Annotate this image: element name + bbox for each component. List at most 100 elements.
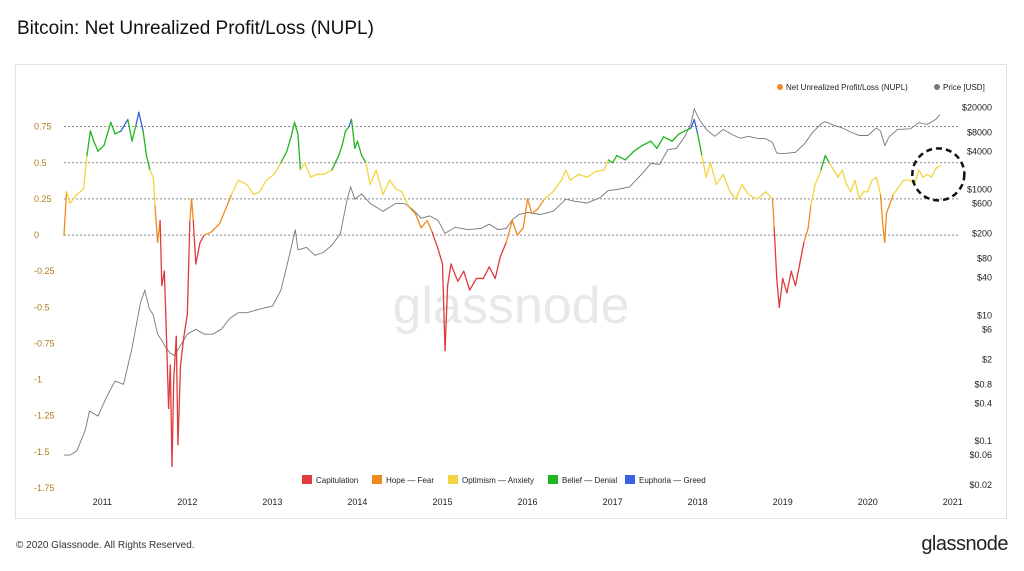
nupl-segment xyxy=(441,263,446,352)
nupl-segment xyxy=(149,169,154,178)
nupl-segment xyxy=(230,179,240,196)
nupl-segment xyxy=(786,270,792,294)
nupl-segment xyxy=(65,191,71,204)
nupl-segment xyxy=(420,219,428,229)
zone-legend-label: Belief — Denial xyxy=(562,476,617,485)
nupl-segment xyxy=(885,205,890,215)
nupl-segment xyxy=(560,169,567,181)
nupl-segment xyxy=(776,277,780,308)
nupl-segment xyxy=(871,176,877,181)
nupl-segment xyxy=(690,118,695,129)
nupl-segment xyxy=(190,198,194,222)
nupl-segment xyxy=(633,144,644,152)
zone-legend-swatch xyxy=(548,475,558,484)
zone-legend-swatch xyxy=(372,475,382,484)
nupl-segment xyxy=(650,140,658,150)
brand-logo: glassnode xyxy=(921,533,1008,555)
y-left-tick-label: -0.75 xyxy=(34,338,55,348)
y-right-tick-label: $0.1 xyxy=(974,436,992,446)
nupl-segment xyxy=(69,193,78,204)
x-tick-label: 2017 xyxy=(603,497,623,507)
x-tick-label: 2018 xyxy=(688,497,708,507)
nupl-segment xyxy=(304,162,312,178)
nupl-segment xyxy=(930,167,937,178)
nupl-segment xyxy=(824,154,831,164)
nupl-segment xyxy=(810,183,816,207)
nupl-segment xyxy=(926,173,933,178)
nupl-segment xyxy=(892,188,899,196)
nupl-segment xyxy=(166,350,170,410)
legend-marker-nupl xyxy=(777,84,783,90)
nupl-segment xyxy=(258,179,268,193)
nupl-segment xyxy=(63,191,68,236)
nupl-segment xyxy=(741,183,750,196)
y-right-tick-label: $80 xyxy=(977,253,992,263)
nupl-segment xyxy=(350,118,356,150)
x-tick-label: 2021 xyxy=(943,497,963,507)
nupl-segment xyxy=(918,169,924,178)
nupl-segment xyxy=(488,266,496,280)
nupl-segment xyxy=(662,136,673,142)
nupl-segment xyxy=(103,121,112,147)
nupl-segment xyxy=(186,219,191,316)
legend-label-nupl: Net Unrealized Profit/Loss (NUPL) xyxy=(786,83,908,92)
zone-legend-label: Optimism — Anxiety xyxy=(462,476,534,485)
nupl-segment xyxy=(552,179,563,193)
nupl-segment xyxy=(469,277,478,291)
nupl-segment xyxy=(389,179,397,190)
y-right-tick-label: $0.06 xyxy=(969,450,992,460)
x-tick-label: 2016 xyxy=(518,497,538,507)
nupl-segment xyxy=(97,144,105,152)
zone-legend-swatch xyxy=(448,475,458,484)
x-tick-label: 2019 xyxy=(773,497,793,507)
nupl-segment xyxy=(450,263,459,282)
nupl-segment xyxy=(522,198,529,229)
nupl-segment xyxy=(837,169,843,178)
nupl-segment xyxy=(884,212,888,243)
nupl-segment xyxy=(163,270,168,352)
nupl-segment xyxy=(131,123,137,142)
nupl-segment xyxy=(210,222,221,233)
y-left-tick-label: 0 xyxy=(34,230,39,240)
nupl-segment xyxy=(183,313,188,337)
nupl-segment xyxy=(543,191,554,200)
nupl-segment xyxy=(93,140,99,152)
y-left-tick-label: -1.5 xyxy=(34,447,50,457)
nupl-segment xyxy=(735,183,743,200)
nupl-segment xyxy=(715,173,724,186)
nupl-segment xyxy=(444,285,449,352)
nupl-segment xyxy=(110,121,116,135)
y-left-tick-label: -0.25 xyxy=(34,266,55,276)
nupl-segment xyxy=(820,154,826,171)
nupl-segment xyxy=(607,159,614,164)
legend-marker-price xyxy=(934,84,940,90)
nupl-segment xyxy=(322,169,333,176)
nupl-segment xyxy=(516,227,524,236)
y-right-tick-label: $4000 xyxy=(967,147,992,157)
nupl-segment xyxy=(671,133,680,142)
nupl-segment xyxy=(192,219,197,265)
nupl-segment xyxy=(624,150,635,161)
nupl-segment xyxy=(482,266,490,280)
nupl-segment xyxy=(705,162,712,178)
nupl-segment xyxy=(537,198,546,210)
y-right-tick-label: $600 xyxy=(972,198,992,208)
nupl-segment xyxy=(341,130,347,147)
nupl-segment xyxy=(127,118,133,142)
nupl-segment xyxy=(499,241,507,258)
y-right-tick-label: $6 xyxy=(982,324,992,334)
nupl-segment xyxy=(850,179,856,193)
y-right-tick-label: $200 xyxy=(972,228,992,238)
nupl-segment xyxy=(280,150,288,164)
nupl-segment xyxy=(395,188,403,193)
nupl-segment xyxy=(175,335,179,446)
chart-frame: glassnode 0.75 0.5 0.25 0 -0.25 -0.5 -0.75 -1 -1.… xyxy=(15,64,1007,519)
nupl-segment xyxy=(344,126,350,132)
nupl-segment xyxy=(782,277,788,294)
nupl-segment xyxy=(290,121,296,138)
nupl-segment xyxy=(159,219,163,287)
nupl-segment xyxy=(120,118,129,132)
nupl-segment xyxy=(401,191,410,207)
zone-legend-label: Euphoria — Greed xyxy=(639,476,706,485)
nupl-segment xyxy=(179,335,185,366)
